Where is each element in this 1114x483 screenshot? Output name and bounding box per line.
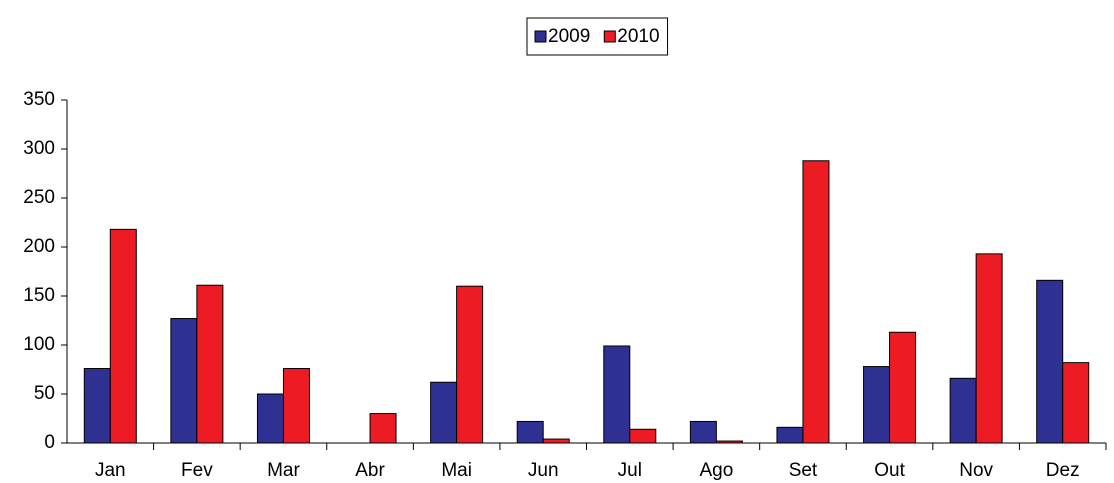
- bar: [170, 318, 198, 444]
- legend-box: [526, 17, 669, 56]
- bar: [689, 420, 717, 444]
- x-tick-label: Set: [789, 460, 818, 481]
- y-tick-label: 300: [23, 138, 55, 159]
- bar: [863, 366, 891, 444]
- x-tick-label: Fev: [181, 460, 213, 481]
- bar: [456, 285, 484, 444]
- y-tick-label: 250: [23, 187, 55, 208]
- bar: [1062, 362, 1090, 444]
- bar: [256, 393, 284, 444]
- legend-label: 2009: [548, 26, 590, 47]
- legend-swatch: [534, 30, 547, 43]
- y-tick-label: 100: [23, 334, 55, 355]
- y-tick-label: 350: [23, 89, 55, 110]
- y-tick-label: 0: [44, 432, 55, 453]
- bar: [802, 160, 830, 444]
- x-tick-label: Out: [874, 460, 905, 481]
- x-tick-label: Mar: [267, 460, 300, 481]
- bar: [776, 426, 804, 444]
- bar: [975, 253, 1003, 444]
- bar: [1036, 279, 1064, 444]
- x-tick-label: Dez: [1046, 460, 1080, 481]
- y-tick-label: 50: [34, 383, 55, 404]
- bar: [109, 228, 137, 444]
- x-tick-label: Mai: [441, 460, 472, 481]
- y-tick-label: 200: [23, 236, 55, 257]
- x-tick-label: Jun: [528, 460, 559, 481]
- bar: [369, 413, 397, 444]
- y-tick-label: 150: [23, 285, 55, 306]
- x-tick-label: Jan: [95, 460, 126, 481]
- bar: [83, 368, 111, 444]
- bar: [603, 345, 631, 444]
- bar: [889, 331, 917, 444]
- bar: [282, 368, 310, 444]
- legend-swatch: [603, 30, 616, 43]
- bar: [430, 381, 458, 444]
- bar: [629, 428, 657, 444]
- legend-label: 2010: [617, 26, 659, 47]
- bar: [949, 377, 977, 444]
- bar: [542, 438, 570, 444]
- bar: [196, 284, 224, 444]
- bar: [516, 420, 544, 444]
- x-tick-label: Ago: [699, 460, 733, 481]
- x-tick-label: Jul: [618, 460, 642, 481]
- x-tick-label: Nov: [959, 460, 993, 481]
- x-tick-label: Abr: [355, 460, 385, 481]
